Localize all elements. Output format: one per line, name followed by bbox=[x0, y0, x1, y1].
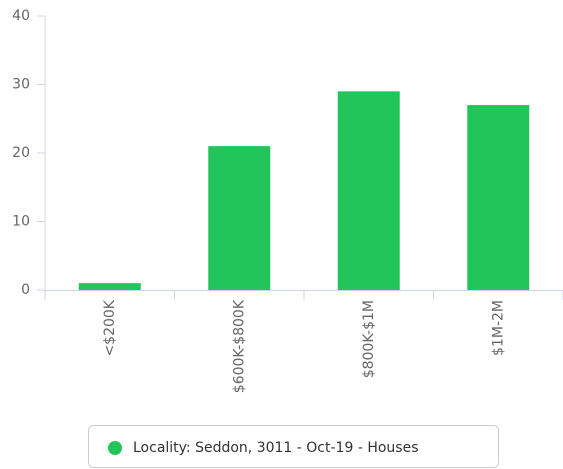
y-tick-label: 40 bbox=[12, 8, 30, 24]
bar bbox=[208, 146, 271, 290]
bar bbox=[467, 105, 530, 290]
y-tick-label: 10 bbox=[12, 214, 30, 230]
bar bbox=[78, 283, 141, 290]
legend-box bbox=[88, 425, 499, 468]
y-tick-label: 30 bbox=[12, 77, 30, 93]
legend-marker bbox=[108, 441, 122, 455]
y-tick-label: 20 bbox=[12, 145, 30, 161]
bar bbox=[337, 91, 400, 290]
x-tick-label: $600K-$800K bbox=[231, 299, 247, 393]
x-tick-label: <$200K bbox=[102, 299, 118, 356]
x-tick-label: $1M-2M bbox=[490, 300, 506, 356]
legend-label: Locality: Seddon, 3011 - Oct-19 - Houses bbox=[133, 440, 418, 456]
x-tick-label: $800K-$1M bbox=[361, 300, 377, 378]
y-tick-label: 0 bbox=[21, 282, 30, 298]
